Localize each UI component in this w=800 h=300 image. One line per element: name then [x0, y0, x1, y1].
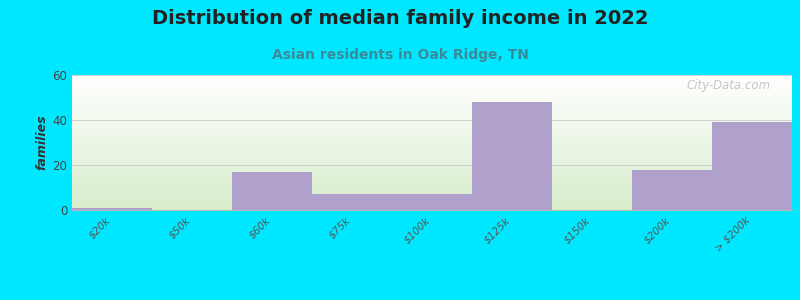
Text: Distribution of median family income in 2022: Distribution of median family income in …	[152, 9, 648, 28]
Bar	[232, 172, 312, 210]
Text: Asian residents in Oak Ridge, TN: Asian residents in Oak Ridge, TN	[271, 48, 529, 62]
Y-axis label: families: families	[35, 115, 48, 170]
Bar	[392, 194, 472, 210]
Bar	[632, 169, 712, 210]
Bar	[312, 194, 392, 210]
Text: City-Data.com: City-Data.com	[686, 79, 770, 92]
Bar	[72, 208, 152, 210]
Bar	[472, 102, 552, 210]
Bar	[712, 122, 792, 210]
